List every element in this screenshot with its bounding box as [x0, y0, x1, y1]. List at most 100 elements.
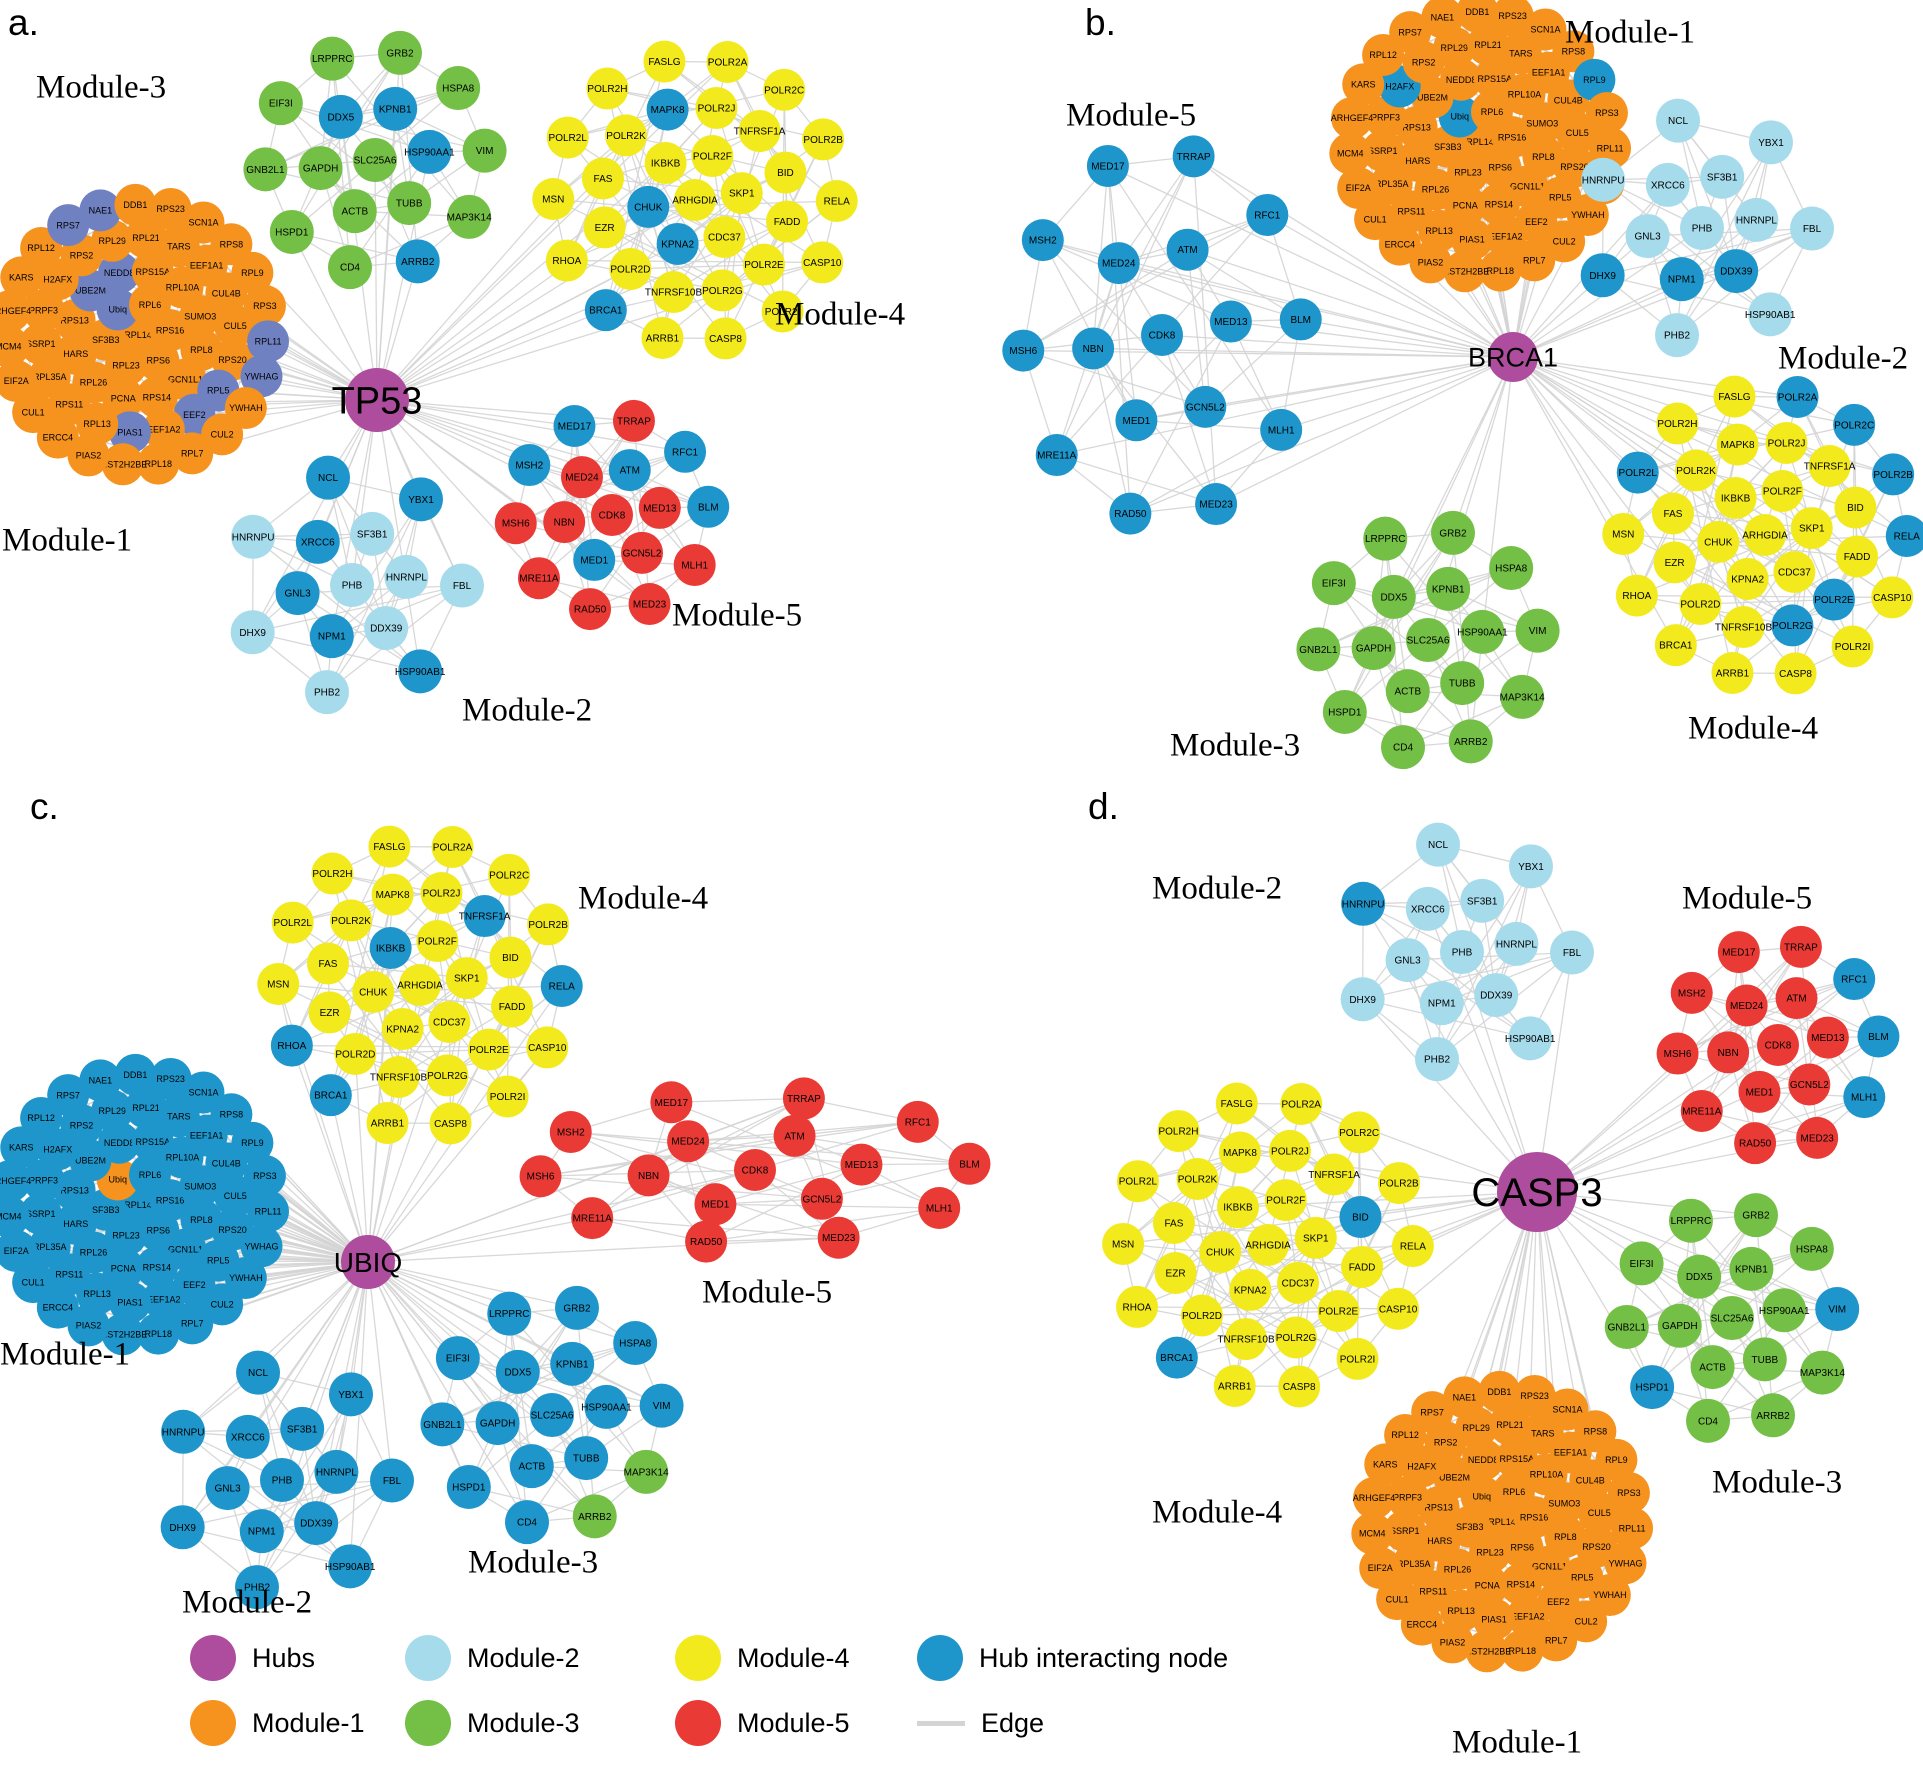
node-RPL7[interactable]	[171, 432, 214, 475]
node-MSH6[interactable]	[1002, 329, 1045, 372]
node-RPL21[interactable]	[124, 1086, 167, 1129]
node-CHUK[interactable]	[352, 970, 395, 1013]
node-POLR2D[interactable]	[1679, 582, 1722, 625]
node-POLR2B[interactable]	[802, 118, 845, 161]
node-ARRB2[interactable]	[1751, 1393, 1796, 1438]
node-GRB2[interactable]	[554, 1285, 599, 1330]
node-MED1[interactable]	[573, 538, 616, 581]
node-BRCA1[interactable]	[584, 289, 627, 332]
node-GNL3[interactable]	[205, 1466, 250, 1511]
node-TRRAP[interactable]	[1779, 925, 1822, 968]
node-POLR2B[interactable]	[1378, 1162, 1420, 1205]
node-RPS11[interactable]	[1412, 1570, 1455, 1613]
node-GNB2L1[interactable]	[1604, 1304, 1649, 1349]
node-POLR2J[interactable]	[695, 86, 738, 129]
node-EIF2A[interactable]	[1359, 1547, 1402, 1590]
node-HSPD1[interactable]	[1630, 1365, 1675, 1410]
node-VIM[interactable]	[462, 128, 507, 173]
node-POLR2B[interactable]	[1872, 453, 1915, 496]
node-POLR2L[interactable]	[271, 901, 314, 944]
node-XRCC6[interactable]	[1405, 886, 1450, 931]
node-GNL3[interactable]	[1385, 938, 1430, 983]
node-MLH1[interactable]	[1843, 1076, 1886, 1119]
node-RHOA[interactable]	[270, 1024, 313, 1067]
node-BLM[interactable]	[687, 485, 730, 528]
node-SF3B1[interactable]	[1700, 154, 1745, 199]
node-MED13[interactable]	[1806, 1016, 1849, 1059]
node-MED17[interactable]	[1717, 931, 1760, 974]
node-ARHGDIA[interactable]	[1247, 1224, 1289, 1266]
node-NCL[interactable]	[306, 455, 351, 500]
node-POLR2H[interactable]	[1157, 1110, 1200, 1153]
node-FADD[interactable]	[491, 985, 534, 1028]
node-MSN[interactable]	[532, 177, 575, 220]
node-FASLG[interactable]	[643, 40, 686, 83]
node-CUL1[interactable]	[1354, 198, 1397, 241]
node-PHB2[interactable]	[235, 1565, 280, 1610]
node-ARHGEF4[interactable]	[1331, 97, 1374, 140]
node-DDB1[interactable]	[114, 183, 157, 226]
node-DDB1[interactable]	[1456, 0, 1499, 33]
node-CD4[interactable]	[1686, 1398, 1731, 1443]
node-NPM1[interactable]	[1659, 257, 1704, 302]
node-DHX9[interactable]	[160, 1505, 205, 1550]
node-MSN[interactable]	[1102, 1222, 1145, 1265]
node-MSN[interactable]	[1602, 512, 1645, 555]
node-GCN5L2[interactable]	[800, 1177, 843, 1220]
node-BID[interactable]	[764, 151, 807, 194]
node-ARRB1[interactable]	[1213, 1365, 1256, 1408]
node-HNRNPU[interactable]	[1341, 881, 1386, 926]
node-EIF2A[interactable]	[1337, 167, 1380, 210]
node-ACTB[interactable]	[509, 1444, 554, 1489]
node-MED13[interactable]	[638, 486, 681, 529]
node-RPL11[interactable]	[1611, 1507, 1654, 1550]
node-MED1[interactable]	[1115, 399, 1158, 442]
node-PIAS2[interactable]	[1409, 241, 1452, 284]
node-HSP90AB1[interactable]	[1508, 1016, 1553, 1061]
node-RPS14[interactable]	[1477, 183, 1520, 226]
node-MED24[interactable]	[560, 456, 603, 499]
node-RPL9[interactable]	[1573, 58, 1616, 101]
node-FAS[interactable]	[581, 157, 624, 200]
node-POLR2H[interactable]	[586, 67, 629, 110]
node-DDX5[interactable]	[1677, 1254, 1722, 1299]
node-POLR2C[interactable]	[488, 853, 531, 896]
node-HIST2H2BE[interactable]	[101, 443, 144, 486]
node-RPS7[interactable]	[47, 204, 90, 247]
node-CDC37[interactable]	[703, 216, 746, 259]
node-CUL2[interactable]	[201, 1283, 244, 1326]
node-SKP1[interactable]	[445, 957, 488, 1000]
node-FAS[interactable]	[1152, 1202, 1195, 1245]
node-DDX39[interactable]	[294, 1501, 339, 1546]
node-MSN[interactable]	[257, 962, 300, 1005]
node-RPL9[interactable]	[231, 1121, 274, 1164]
node-RPL21[interactable]	[124, 216, 167, 259]
node-ARHGDIA[interactable]	[1744, 514, 1786, 556]
node-CUL5[interactable]	[214, 1174, 257, 1217]
node-EZR[interactable]	[1154, 1252, 1197, 1295]
node-POLR2I[interactable]	[1336, 1337, 1379, 1380]
node-MSH2[interactable]	[549, 1110, 592, 1153]
node-SSRP1[interactable]	[1361, 130, 1404, 173]
node-POLR2C[interactable]	[1833, 403, 1876, 446]
node-FASLG[interactable]	[1713, 375, 1756, 418]
node-CDK8[interactable]	[591, 494, 633, 536]
node-DDB1[interactable]	[114, 1053, 157, 1096]
node-NEDD8[interactable]	[98, 1121, 141, 1164]
node-KPNB1[interactable]	[373, 86, 418, 131]
node-RPS23[interactable]	[149, 1057, 192, 1100]
node-CASP8[interactable]	[1278, 1365, 1321, 1408]
node-ATM[interactable]	[608, 449, 651, 492]
node-POLR2D[interactable]	[609, 247, 652, 290]
node-DDX39[interactable]	[1474, 973, 1519, 1018]
node-MED13[interactable]	[840, 1143, 883, 1186]
node-POLR2K[interactable]	[605, 114, 648, 157]
node-ARHGEF4[interactable]	[0, 290, 32, 333]
node-RFC1[interactable]	[1833, 958, 1876, 1001]
node-MED23[interactable]	[817, 1216, 860, 1259]
node-RPL9[interactable]	[1595, 1438, 1638, 1481]
node-KPNA2[interactable]	[656, 222, 699, 265]
node-HSPA8[interactable]	[613, 1321, 658, 1366]
node-DDB1[interactable]	[1478, 1370, 1521, 1413]
node-YWHAG[interactable]	[240, 355, 283, 398]
